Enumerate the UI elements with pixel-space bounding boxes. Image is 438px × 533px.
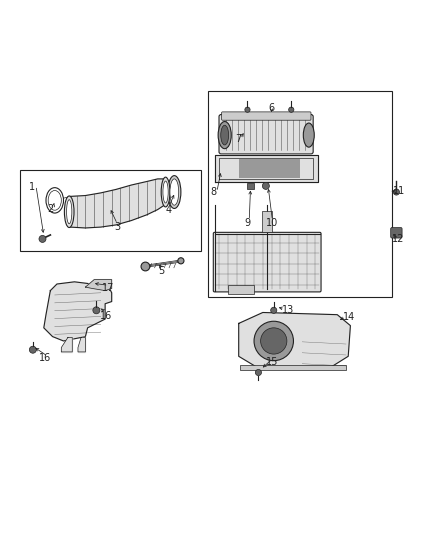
Ellipse shape — [67, 200, 72, 224]
Text: 11: 11 — [392, 186, 405, 196]
Text: 13: 13 — [282, 305, 294, 316]
Circle shape — [262, 182, 269, 189]
Text: 16: 16 — [100, 311, 112, 320]
Circle shape — [29, 346, 36, 353]
Circle shape — [39, 236, 46, 243]
Text: 7: 7 — [235, 134, 241, 143]
FancyBboxPatch shape — [213, 232, 321, 292]
Circle shape — [255, 369, 261, 376]
Polygon shape — [44, 282, 112, 341]
Polygon shape — [85, 280, 112, 290]
Ellipse shape — [161, 177, 170, 207]
Circle shape — [245, 107, 250, 112]
Ellipse shape — [303, 123, 314, 147]
Circle shape — [254, 321, 293, 361]
Ellipse shape — [163, 181, 168, 203]
Bar — [228, 285, 254, 294]
Polygon shape — [61, 337, 72, 352]
Text: 12: 12 — [392, 235, 405, 244]
Polygon shape — [239, 312, 350, 369]
Polygon shape — [70, 179, 164, 228]
Text: 3: 3 — [114, 222, 120, 232]
FancyBboxPatch shape — [391, 228, 402, 238]
Circle shape — [93, 307, 100, 314]
Text: 16: 16 — [39, 353, 51, 364]
Bar — [247, 183, 254, 189]
Bar — [240, 365, 346, 370]
FancyBboxPatch shape — [222, 112, 311, 120]
Ellipse shape — [218, 122, 231, 149]
FancyBboxPatch shape — [219, 115, 313, 154]
Text: 1: 1 — [29, 182, 35, 192]
Bar — [208, 91, 392, 297]
Text: 17: 17 — [102, 284, 115, 293]
Bar — [262, 211, 272, 232]
Polygon shape — [78, 337, 85, 352]
Ellipse shape — [168, 175, 181, 208]
Polygon shape — [215, 155, 318, 182]
Circle shape — [271, 307, 277, 313]
Text: 10: 10 — [266, 218, 279, 228]
Text: 6: 6 — [268, 102, 275, 112]
Circle shape — [393, 189, 399, 195]
Text: 4: 4 — [166, 205, 172, 215]
Text: 5: 5 — [158, 266, 164, 276]
Text: 2: 2 — [47, 204, 53, 214]
Circle shape — [289, 107, 294, 112]
Ellipse shape — [170, 179, 179, 205]
Text: 8: 8 — [211, 187, 217, 197]
Ellipse shape — [64, 196, 74, 228]
Ellipse shape — [221, 125, 229, 145]
Text: 15: 15 — [266, 357, 279, 367]
Text: 14: 14 — [343, 312, 356, 322]
Circle shape — [178, 258, 184, 264]
Circle shape — [261, 328, 287, 354]
Circle shape — [141, 262, 150, 271]
Text: 9: 9 — [244, 218, 251, 228]
Bar — [239, 159, 300, 178]
Bar — [20, 170, 201, 251]
